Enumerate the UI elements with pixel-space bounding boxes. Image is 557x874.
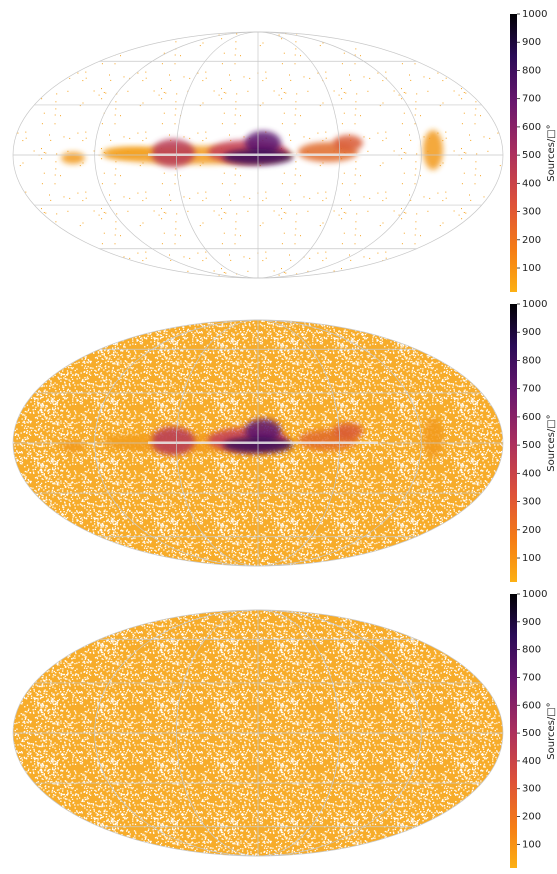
colorbar-tick-label: 800 [522,65,541,76]
colorbar-tick-label: 500 [522,440,541,451]
colorbar-label: Sources/□° [546,124,557,181]
colorbar-tick-label: 600 [522,412,541,423]
colorbar-tick-label: 100 [522,263,541,274]
colorbar-tick-label: 300 [522,497,541,508]
sky-map [12,319,504,567]
colorbar-tick-label: 800 [522,355,541,366]
colorbar-tick-label: 900 [522,37,541,48]
sky-map [12,31,504,279]
colorbar-tick-label: 100 [522,553,541,564]
colorbar-tick-label: 700 [522,672,541,683]
density-feature [245,419,281,443]
sky-map [12,609,504,857]
colorbar-tick-label: 1000 [522,589,547,600]
density-feature [61,440,85,452]
colorbar-tick-label: 1000 [522,9,547,20]
colorbar-tick-label: 800 [522,645,541,656]
colorbar-label: Sources/□° [546,702,557,759]
density-feature [151,139,195,167]
colorbar-tick-label: 600 [522,122,541,133]
colorbar-tick-label: 200 [522,812,541,823]
colorbar-tick-label: 300 [522,207,541,218]
colorbar-tick-label: 1000 [522,299,547,310]
colorbar [510,304,517,582]
colorbar-tick-label: 100 [522,839,541,850]
map-outline [12,319,504,567]
density-feature [103,435,153,445]
density-feature [333,423,363,439]
colorbar-tick-label: 400 [522,756,541,767]
density-feature [333,135,363,151]
colorbar-label: Sources/□° [546,414,557,471]
density-feature [103,147,153,157]
density-feature [151,427,195,455]
density-feature [423,418,443,458]
map-outline [12,31,504,279]
map-outline [12,609,504,857]
colorbar [510,594,517,868]
colorbar-tick-label: 500 [522,728,541,739]
colorbar-tick-label: 900 [522,617,541,628]
density-feature [245,131,281,155]
colorbar [510,14,517,292]
density-feature [61,152,85,164]
density-feature [423,130,443,170]
colorbar-tick-label: 300 [522,784,541,795]
colorbar-tick-label: 400 [522,178,541,189]
colorbar-tick-label: 400 [522,468,541,479]
colorbar-tick-label: 700 [522,384,541,395]
colorbar-tick-label: 700 [522,94,541,105]
colorbar-tick-label: 600 [522,700,541,711]
colorbar-tick-label: 900 [522,327,541,338]
colorbar-tick-label: 200 [522,525,541,536]
colorbar-tick-label: 200 [522,235,541,246]
colorbar-tick-label: 500 [522,150,541,161]
